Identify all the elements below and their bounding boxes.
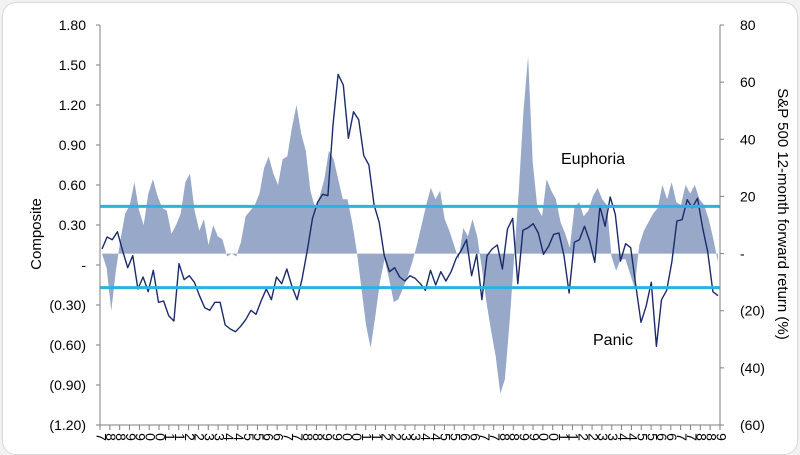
euphoria-label: Euphoria	[561, 151, 625, 168]
x-tick-label: 9	[133, 433, 149, 441]
x-tick-label: 5	[251, 433, 267, 441]
chart-svg: 1.80 1.50 1.20 0.90 0.60 0.30 - (0.30) (0.60) (0.…	[28, 17, 791, 441]
x-tick-label: 9	[320, 433, 336, 441]
forward-return-area-series	[102, 56, 718, 394]
x-tick-label: 7	[684, 433, 700, 441]
x-tick-label: 6	[467, 433, 483, 441]
x-tick-label: 1	[172, 433, 188, 441]
x-tick-label: 1	[369, 433, 385, 441]
x-tick-label: 3	[595, 433, 611, 441]
y-left-tick-label: (0.60)	[49, 337, 86, 353]
x-tick-label: 5	[644, 433, 660, 441]
area-layer	[102, 56, 718, 394]
y-right-tick-label: 60	[740, 74, 756, 90]
x-tick-label: 2	[576, 433, 592, 441]
x-tick-label: 7	[477, 433, 493, 441]
y-axis-left-title: Composite	[28, 198, 45, 270]
y-left-tick-label: (0.90)	[49, 377, 86, 393]
y-left-tick-label: -	[81, 257, 86, 273]
x-tick-label: 4	[428, 433, 444, 441]
line-layer	[101, 73, 719, 347]
y-axis-right-title: S&P 500 12-month forward return (%)	[774, 88, 791, 340]
x-tick-label: 0	[349, 433, 365, 441]
x-tick-label: 0	[536, 433, 552, 441]
y-left-tick-label: 1.20	[59, 97, 86, 113]
x-tick-label: 1	[162, 433, 178, 441]
x-tick-label: 2	[182, 433, 198, 441]
y-left-tick-label: (1.20)	[49, 417, 86, 433]
x-tick-label: 7	[93, 433, 109, 441]
x-tick-label: 3	[605, 433, 621, 441]
x-tick-label: 1	[566, 433, 582, 441]
x-tick-label: 7	[280, 433, 296, 441]
x-tick-label: 9	[123, 433, 139, 441]
x-tick-label: 8	[310, 433, 326, 441]
x-tick-label: 8	[497, 433, 513, 441]
x-tick-label: 6	[664, 433, 680, 441]
x-tick-label: 3	[202, 433, 218, 441]
x-tick-label: 9	[516, 433, 532, 441]
x-tick-label: 0	[143, 433, 159, 441]
y-right-tick-label: (40)	[740, 360, 765, 376]
y-left-tick-label: 0.30	[59, 217, 86, 233]
x-tick-label: 5	[241, 433, 257, 441]
x-tick-label: 2	[585, 433, 601, 441]
x-tick-label: 0	[546, 433, 562, 441]
x-tick-label: 4	[231, 433, 247, 441]
y-right-tick-label: 40	[740, 131, 756, 147]
panic-label: Panic	[593, 332, 633, 349]
x-tick-label: 2	[379, 433, 395, 441]
x-tick-label: 3	[398, 433, 414, 441]
y-left-tick-label: 1.80	[59, 17, 86, 33]
y-right-tick-label: (20)	[740, 303, 765, 319]
x-tick-label: 6	[261, 433, 277, 441]
composite-line-series	[101, 73, 719, 347]
x-tick-label: 8	[703, 433, 719, 441]
threshold-layer	[100, 204, 720, 290]
x-tick-label: 0	[339, 433, 355, 441]
x-tick-label: 9	[329, 433, 345, 441]
x-tick-label: 6	[457, 433, 473, 441]
x-tick-label: 3	[211, 433, 227, 441]
x-tick-label: 9	[526, 433, 542, 441]
x-tick-label: 7	[674, 433, 690, 441]
x-tick-label: 5	[635, 433, 651, 441]
x-tick-label: 4	[221, 433, 237, 441]
x-tick-label: 9	[713, 433, 729, 441]
x-tick-label: 8	[113, 433, 129, 441]
y-left-tick-label: 0.60	[59, 177, 86, 193]
x-tick-label: 2	[192, 433, 208, 441]
x-tick-label: 6	[270, 433, 286, 441]
x-tick-label: 3	[408, 433, 424, 441]
y-left-tick-label: (0.30)	[49, 297, 86, 313]
x-tick-label: 8	[507, 433, 523, 441]
x-tick-label: 7	[290, 433, 306, 441]
y-left-tick-label: 0.90	[59, 137, 86, 153]
x-tick-label: 8	[300, 433, 316, 441]
y-left-tick-label: 1.50	[59, 57, 86, 73]
x-tick-label: 4	[615, 433, 631, 441]
x-tick-label: 6	[654, 433, 670, 441]
y-right-tick-label: -	[740, 246, 745, 262]
x-tick-label: 4	[625, 433, 641, 441]
x-tick-label: 5	[438, 433, 454, 441]
x-tick-label: 8	[103, 433, 119, 441]
y-right-tick-label: 80	[740, 17, 756, 33]
x-tick-label: 5	[448, 433, 464, 441]
x-tick-label: 0	[152, 433, 168, 441]
axes-layer: 1.80 1.50 1.20 0.90 0.60 0.30 - (0.30) (0.60) (0.…	[49, 17, 764, 441]
x-tick-label: 1	[359, 433, 375, 441]
x-tick-label: 8	[694, 433, 710, 441]
x-tick-label: 1	[556, 433, 572, 441]
x-tick-label: 7	[487, 433, 503, 441]
x-tick-label: 4	[418, 433, 434, 441]
y-right-tick-label: (60)	[740, 417, 765, 433]
x-tick-label: 2	[389, 433, 405, 441]
y-right-tick-label: 20	[740, 188, 756, 204]
